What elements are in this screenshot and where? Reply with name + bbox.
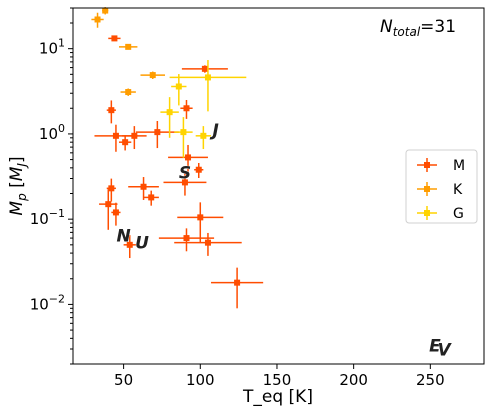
point-marker xyxy=(111,35,118,42)
point-marker xyxy=(94,16,101,23)
y-axis-label: Mp [MJ] xyxy=(7,156,29,215)
data-point-M xyxy=(119,135,132,151)
data-point-G xyxy=(195,126,212,150)
data-point-M xyxy=(211,267,264,309)
data-point-M xyxy=(99,189,118,230)
data-point-M xyxy=(108,35,121,42)
point-marker xyxy=(140,183,147,190)
planet-label: V xyxy=(438,341,453,361)
point-marker xyxy=(185,154,192,161)
data-point-M xyxy=(163,172,207,196)
legend-label: K xyxy=(453,182,463,198)
x-tick-label: 150 xyxy=(263,371,292,389)
x-axis-ticks: 50 100 150 200 250 xyxy=(114,364,445,389)
data-point-M xyxy=(177,202,224,244)
legend-label: G xyxy=(453,206,464,222)
legend-item-M: M xyxy=(417,158,465,174)
point-marker xyxy=(108,107,115,114)
legend-item-G: G xyxy=(417,206,464,222)
data-point-M xyxy=(135,121,179,149)
point-marker xyxy=(125,43,132,50)
point-marker xyxy=(175,83,182,90)
y-tick-label: 10−2 xyxy=(30,292,65,313)
point-marker xyxy=(125,89,132,96)
data-point-M xyxy=(122,126,147,150)
point-marker xyxy=(126,241,133,248)
data-point-M xyxy=(158,228,215,252)
data-point-G xyxy=(174,117,193,158)
solar-system-labels: J S N U EV xyxy=(116,121,453,362)
point-marker xyxy=(201,65,208,72)
y-tick-label: 101 xyxy=(39,37,65,58)
point-marker xyxy=(204,239,211,246)
point-marker xyxy=(180,129,187,136)
data-point-M xyxy=(106,178,116,202)
legend-label: M xyxy=(453,158,465,174)
point-marker xyxy=(204,74,211,81)
data-point-K xyxy=(91,12,104,28)
x-tick-label: 100 xyxy=(186,371,215,389)
point-marker xyxy=(234,279,241,286)
point-marker xyxy=(195,166,202,173)
plot-frame xyxy=(72,7,485,365)
point-marker xyxy=(181,179,188,186)
planet-label: J xyxy=(209,121,218,141)
data-point-M xyxy=(168,144,208,177)
planet-label: N xyxy=(116,226,130,246)
x-tick-label: 200 xyxy=(339,371,368,389)
point-marker xyxy=(166,109,173,116)
point-marker xyxy=(122,139,129,146)
data-markers xyxy=(91,7,264,309)
x-axis-label: T_eq [K] xyxy=(242,387,313,407)
data-point-M xyxy=(111,202,121,226)
data-point-M xyxy=(128,177,159,200)
legend-marker xyxy=(424,162,430,168)
data-point-M xyxy=(94,124,138,152)
point-marker xyxy=(108,185,115,192)
legend-item-K: K xyxy=(417,182,463,198)
y-axis-ticks: 10−2 10−1 100 101 xyxy=(30,7,73,365)
legend-box xyxy=(405,149,478,224)
x-tick-label: 50 xyxy=(114,371,133,389)
point-marker xyxy=(112,209,119,216)
legend-marker xyxy=(424,210,430,216)
data-point-M xyxy=(106,100,116,124)
data-point-M xyxy=(143,190,159,206)
data-point-G xyxy=(169,60,247,112)
data-point-K xyxy=(119,43,138,50)
point-marker xyxy=(149,72,156,79)
point-marker xyxy=(112,132,119,139)
y-tick-label: 100 xyxy=(39,122,65,143)
data-point-K xyxy=(140,71,166,79)
planet-label: U xyxy=(135,234,149,254)
x-tick-label: 250 xyxy=(416,371,445,389)
legend: MKG xyxy=(405,149,478,224)
point-marker xyxy=(197,214,204,221)
point-marker xyxy=(183,235,190,242)
data-point-G xyxy=(160,97,179,138)
point-marker xyxy=(148,194,155,201)
data-point-G xyxy=(171,74,187,106)
data-point-K xyxy=(120,88,136,96)
y-tick-label: 10−1 xyxy=(30,207,65,228)
planet-label: E xyxy=(429,337,441,357)
point-marker xyxy=(200,132,207,139)
point-marker xyxy=(105,201,112,208)
point-marker xyxy=(102,7,109,14)
data-point-M xyxy=(180,99,193,119)
total-count-annotation: Ntotal=31 xyxy=(380,17,456,39)
data-point-M xyxy=(123,235,136,259)
point-marker xyxy=(131,132,138,139)
planet-label: S xyxy=(179,163,191,183)
data-point-M xyxy=(194,162,204,179)
data-point-M xyxy=(174,232,242,256)
data-point-M xyxy=(181,65,228,73)
point-marker xyxy=(154,129,161,136)
legend-marker xyxy=(424,186,430,192)
point-marker xyxy=(183,105,190,112)
